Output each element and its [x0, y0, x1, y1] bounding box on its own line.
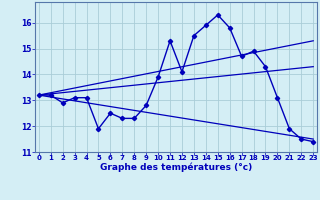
X-axis label: Graphe des températures (°c): Graphe des températures (°c): [100, 163, 252, 172]
